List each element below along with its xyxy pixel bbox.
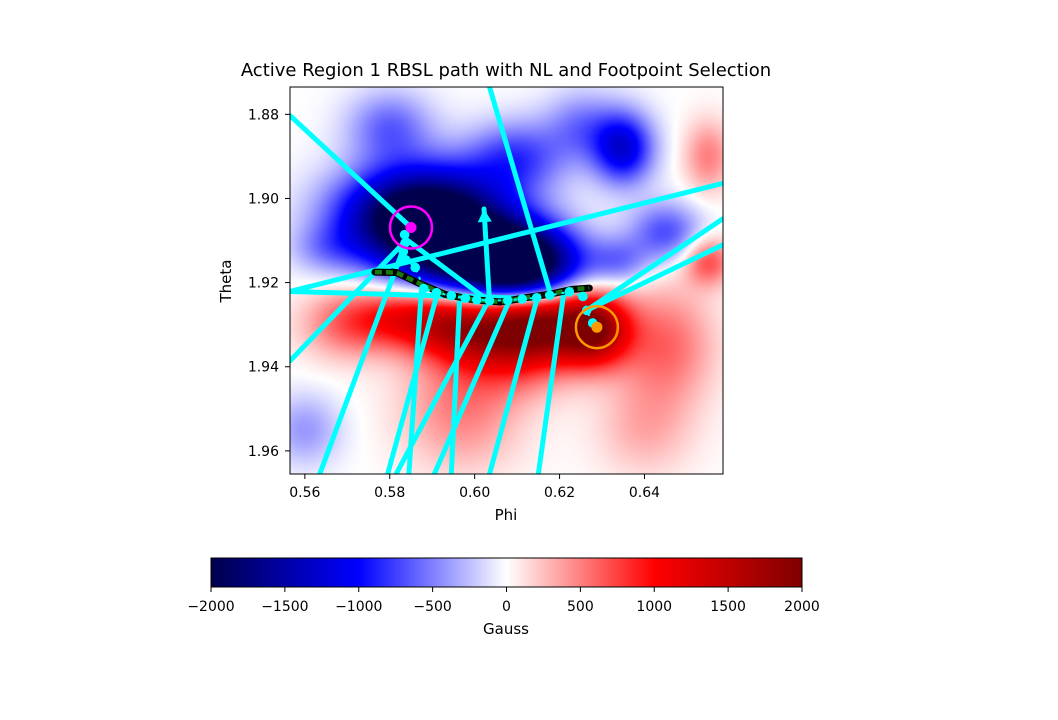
x-tick-label: 0.58: [374, 485, 405, 501]
plot-area: [289, 86, 724, 475]
rbsl-point: [564, 287, 575, 297]
colorbar-tick-label: 1500: [710, 599, 746, 615]
rbsl-point: [578, 291, 588, 302]
overlay-layer: [290, 87, 723, 474]
rbsl-point: [517, 294, 528, 304]
rbsl-point: [418, 283, 429, 294]
y-axis: 1.88 1.90 1.92 1.94 1.96: [248, 107, 290, 460]
arrow-head: [477, 208, 492, 223]
field-line: [290, 288, 537, 302]
rbsl-point: [471, 295, 482, 305]
y-tick-label: 1.88: [248, 107, 279, 123]
x-axis-label: Phi: [495, 506, 518, 524]
x-tick-label: 0.64: [629, 485, 660, 501]
colorbar-tick-label: 500: [567, 599, 594, 615]
field-line: [431, 297, 512, 474]
colorbar-label: Gauss: [483, 620, 529, 638]
colorbar: −2000 −1500 −1000 −500 0 500 1000 1500 2000 Gaus…: [187, 557, 820, 638]
chart-title: Active Region 1 RBSL path with NL and Fo…: [241, 60, 771, 81]
plot-frame: [289, 86, 724, 475]
y-tick-label: 1.90: [248, 191, 279, 207]
y-tick-label: 1.96: [248, 444, 279, 460]
field-line: [290, 237, 410, 364]
rbsl-point: [401, 255, 411, 265]
footpoint-negative-ring: [388, 205, 434, 250]
rbsl-point: [431, 287, 442, 298]
colorbar-tick-label: −1000: [335, 599, 382, 615]
rbsl-path: [402, 234, 598, 328]
footpoint-positive-marker: [591, 321, 603, 333]
field-line: [584, 242, 723, 313]
field-line: [448, 292, 463, 474]
footpoint-negative-marker: [405, 221, 417, 233]
y-tick-label: 1.94: [248, 360, 279, 376]
rbsl-point: [446, 290, 457, 301]
colorbar-tick-label: 0: [502, 599, 511, 615]
colorbar-tick-label: 1000: [636, 599, 672, 615]
colorbar-tick-label: −2000: [187, 599, 234, 615]
field-line: [404, 237, 493, 305]
colorbar-tick-label: −500: [413, 599, 451, 615]
y-axis-label: Theta: [217, 260, 235, 304]
field-line: [406, 285, 425, 474]
field-line: [481, 206, 493, 305]
rbsl-point: [484, 295, 495, 306]
y-tick-label: 1.92: [248, 276, 279, 292]
field-line: [584, 216, 723, 313]
colorbar-gradient: [210, 557, 803, 588]
colorbar-tick-label: −1500: [261, 599, 308, 615]
rbsl-point: [502, 295, 513, 306]
field-line: [535, 290, 567, 474]
x-tick-label: 0.56: [289, 485, 320, 501]
rbsl-point: [531, 292, 542, 303]
field-line: [290, 113, 414, 230]
field-line: [487, 87, 553, 294]
x-axis: 0.56 0.58 0.60 0.62 0.64: [289, 474, 660, 501]
footpoint-positive-ring: [574, 304, 620, 350]
rbsl-point: [400, 238, 410, 248]
field-line: [385, 291, 440, 474]
field-line: [317, 237, 410, 474]
rbsl-point: [410, 262, 421, 273]
rbsl-point: [545, 290, 555, 301]
x-tick-label: 0.60: [459, 485, 490, 501]
rbsl-point: [399, 229, 410, 240]
x-tick-label: 0.62: [544, 485, 575, 501]
field-line: [290, 180, 723, 294]
rbsl-point: [460, 293, 471, 303]
colorbar-tick-label: 2000: [784, 599, 820, 615]
neutral-line: [374, 269, 590, 305]
colorbar-ticks: −2000 −1500 −1000 −500 0 500 1000 1500 2000: [187, 587, 820, 615]
field-line: [487, 294, 540, 474]
